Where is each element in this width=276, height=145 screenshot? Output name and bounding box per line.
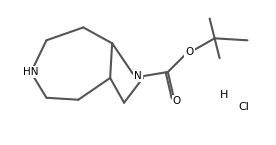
Text: H: H	[219, 90, 228, 100]
Text: O: O	[186, 47, 194, 57]
Text: HN: HN	[23, 67, 38, 77]
Text: O: O	[173, 96, 181, 106]
Text: N: N	[134, 71, 142, 81]
Text: Cl: Cl	[238, 102, 249, 112]
